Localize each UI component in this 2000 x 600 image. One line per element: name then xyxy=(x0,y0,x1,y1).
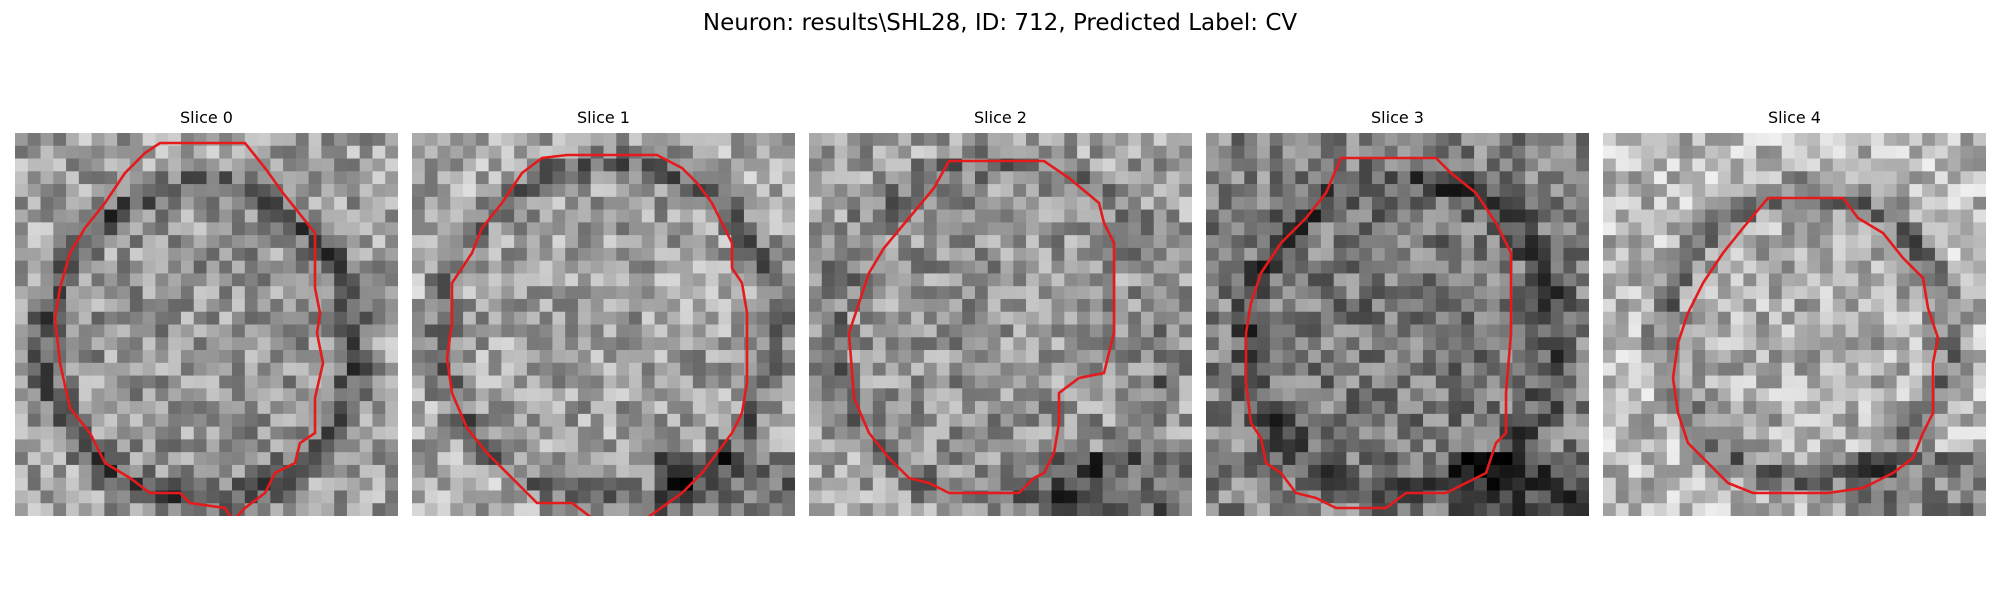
slice-panel-0: Slice 0 xyxy=(15,108,398,518)
slice-image-2 xyxy=(809,133,1192,516)
slice-title-4: Slice 4 xyxy=(1768,108,1821,127)
figure-title: Neuron: results\SHL28, ID: 712, Predicte… xyxy=(702,10,1298,36)
neuron-outline xyxy=(1244,156,1513,510)
slice-image-3 xyxy=(1206,133,1589,516)
slice-title-0: Slice 0 xyxy=(180,108,233,127)
slice-title-2: Slice 2 xyxy=(974,108,1027,127)
slice-title-3: Slice 3 xyxy=(1371,108,1424,127)
slice-title-1: Slice 1 xyxy=(577,108,630,127)
slice-panel-4: Slice 4 xyxy=(1603,108,1986,518)
neuron-outline xyxy=(1671,196,1940,495)
neuron-outline xyxy=(445,153,749,516)
slice-panel-2: Slice 2 xyxy=(809,108,1192,518)
neuron-outline xyxy=(53,141,325,516)
slice-image-0 xyxy=(15,133,398,516)
slice-image-1 xyxy=(412,133,795,516)
neuron-outline xyxy=(847,159,1116,495)
slice-panel-3: Slice 3 xyxy=(1206,108,1589,518)
slice-image-4 xyxy=(1603,133,1986,516)
slice-panel-1: Slice 1 xyxy=(412,108,795,518)
